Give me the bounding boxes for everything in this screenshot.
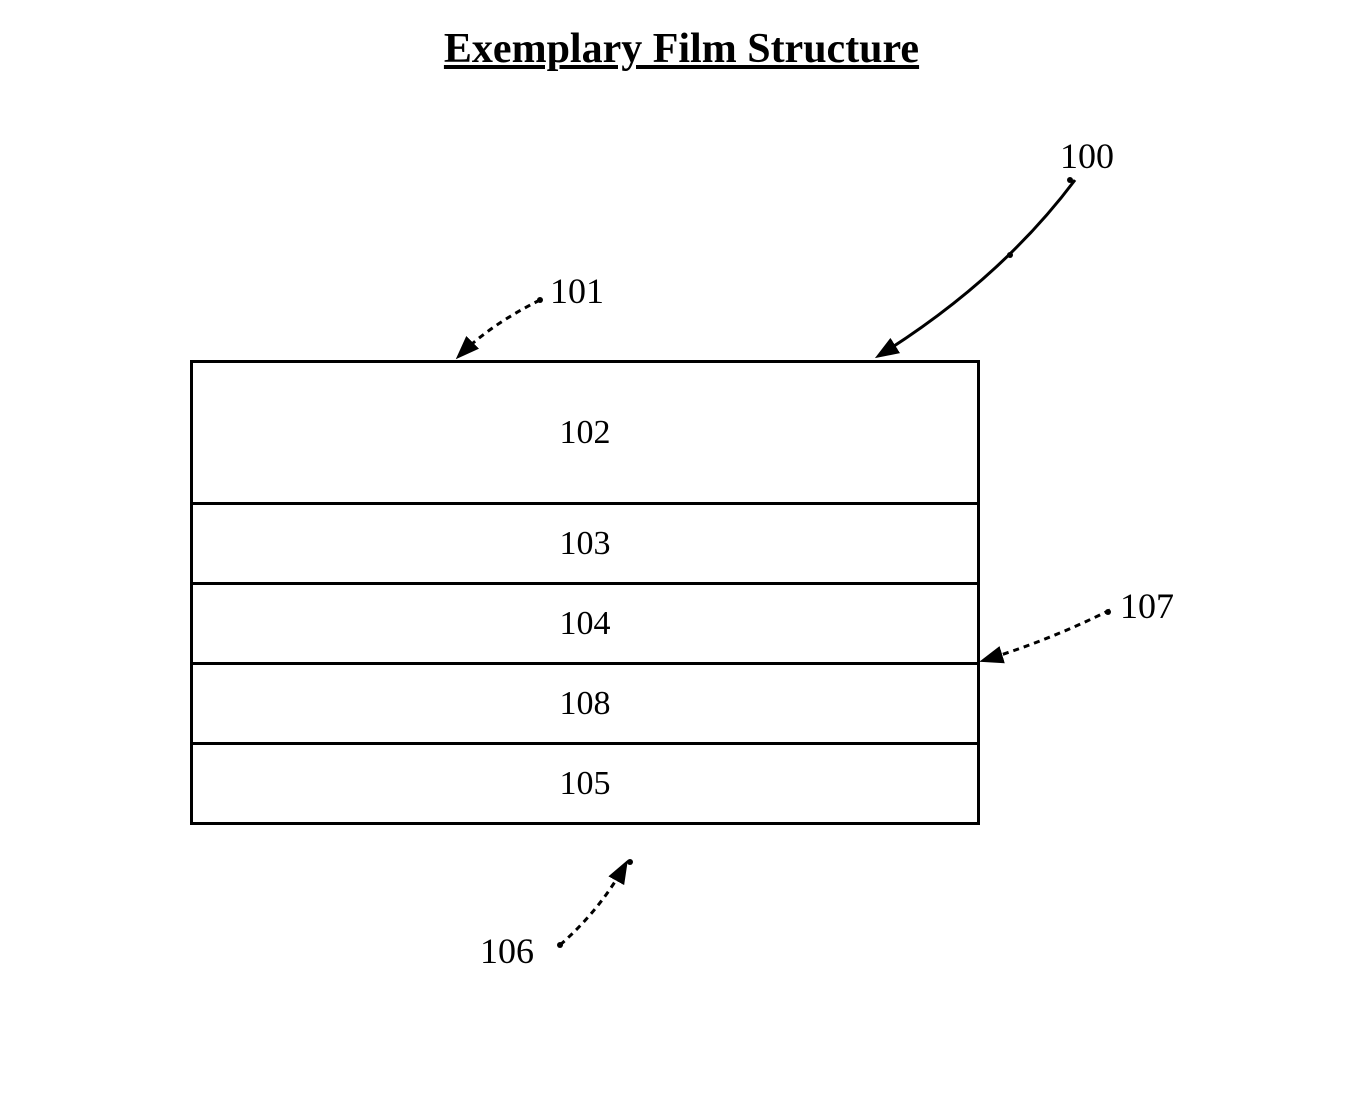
ref-101-label: 101 [550, 270, 604, 312]
layer-102: 102 [190, 363, 980, 505]
leader-101 [460, 300, 540, 355]
leader-100 [880, 180, 1075, 355]
ref-100-label: 100 [1060, 135, 1114, 177]
film-stack: 102 103 104 108 105 [190, 360, 980, 825]
ref-107-label: 107 [1120, 585, 1174, 627]
layer-108: 108 [190, 665, 980, 745]
leader-106 [560, 865, 625, 945]
layer-105: 105 [190, 745, 980, 825]
layer-103: 103 [190, 505, 980, 585]
layer-104: 104 [190, 585, 980, 665]
diagram-title: Exemplary Film Structure [0, 25, 1363, 73]
leader-107 [985, 610, 1110, 660]
ref-106-label: 106 [480, 930, 534, 972]
